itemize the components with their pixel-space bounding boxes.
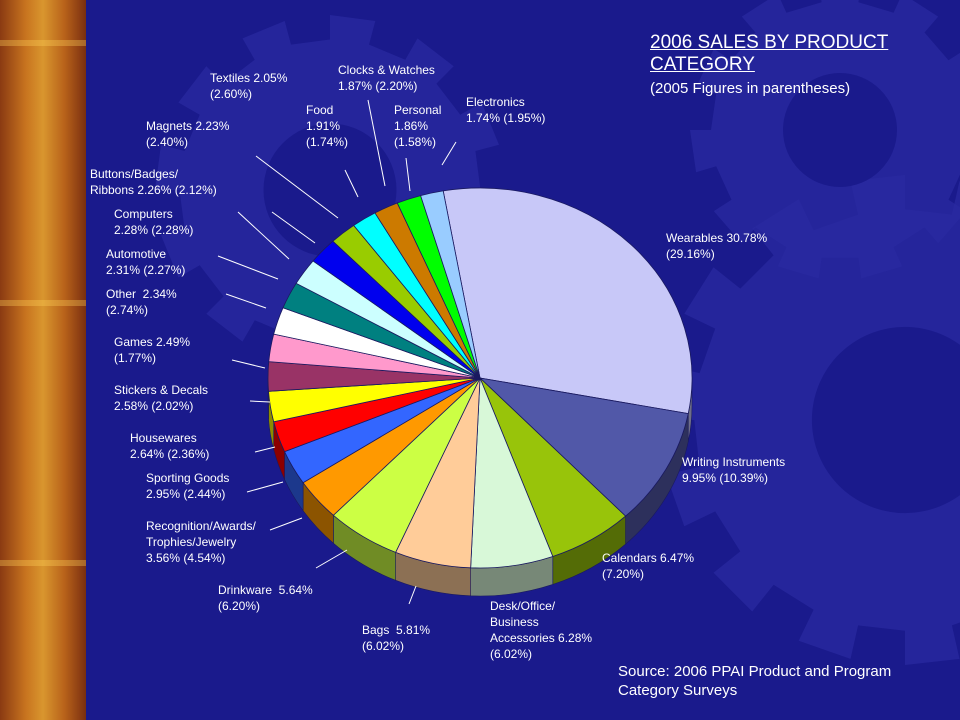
slice-label: Automotive 2.31% (2.27%) xyxy=(106,247,186,277)
leader-line xyxy=(225,293,267,309)
slice-label: Electronics 1.74% (1.95%) xyxy=(466,95,546,125)
leader-line xyxy=(269,517,303,531)
slice-label: Sporting Goods 2.95% (2.44%) xyxy=(146,471,230,501)
chart-subtitle: (2005 Figures in parentheses) xyxy=(650,80,851,97)
leader-line xyxy=(249,400,271,403)
slice-label: Textiles 2.05% (2.60%) xyxy=(210,71,288,101)
slice-label: Other 2.34% (2.74%) xyxy=(106,287,177,317)
slice-label: Drinkware 5.64% (6.20%) xyxy=(218,583,313,613)
slice-label: Games 2.49% (1.77%) xyxy=(114,335,191,365)
leader-line xyxy=(315,549,348,569)
slice-label: Personal 1.86% (1.58%) xyxy=(394,103,442,149)
leader-line xyxy=(246,481,284,493)
slice-label: Stickers & Decals 2.58% (2.02%) xyxy=(114,383,209,413)
leader-line xyxy=(237,211,290,260)
side-stripe xyxy=(0,300,86,306)
chart-title: 2006 SALES BY PRODUCT CATEGORY xyxy=(650,32,960,76)
label-leader-lines xyxy=(217,99,457,605)
leader-line xyxy=(441,141,457,166)
slice-label: Food 1.91% (1.74%) xyxy=(306,103,349,149)
slice-label: Housewares 2.64% (2.36%) xyxy=(130,431,210,461)
slice-label: Writing Instruments 9.95% (10.39%) xyxy=(682,455,786,485)
gear-icon xyxy=(660,175,960,665)
slice-label: Bags 5.81% (6.02%) xyxy=(362,623,431,653)
pie-top-slices xyxy=(267,187,693,569)
chart-title-text: 2006 SALES BY PRODUCT CATEGORY xyxy=(650,32,889,75)
slice-label: Desk/Office/ Business Accessories 6.28% … xyxy=(490,599,593,661)
pie-slice xyxy=(442,187,693,415)
pie-slice xyxy=(478,377,689,517)
slice-label: Clocks & Watches 1.87% (2.20%) xyxy=(338,63,435,93)
leader-line xyxy=(405,157,411,192)
pie-slice xyxy=(420,190,481,379)
slice-label: Magnets 2.23% (2.40%) xyxy=(146,119,230,149)
slice-label: Wearables 30.78% (29.16%) xyxy=(666,231,768,261)
leader-line xyxy=(231,359,266,369)
slice-label: Calendars 6.47% (7.20%) xyxy=(602,551,695,581)
leader-line xyxy=(255,155,339,219)
leader-line xyxy=(271,211,316,244)
source-note: Source: 2006 PPAI Product and Program Ca… xyxy=(618,663,892,699)
background-gears xyxy=(155,0,960,665)
leader-line xyxy=(217,255,279,280)
slice-label: Buttons/Badges/ Ribbons 2.26% (2.12%) xyxy=(90,167,217,197)
side-stripe xyxy=(0,560,86,566)
leader-line xyxy=(254,446,276,453)
leader-line xyxy=(367,99,386,187)
slice-label: Recognition/Awards/ Trophies/Jewelry 3.5… xyxy=(146,519,256,565)
gear-icon-hub xyxy=(783,73,897,187)
slice-label: Computers 2.28% (2.28%) xyxy=(114,207,194,237)
side-stripe xyxy=(0,40,86,46)
gear-icon-hub xyxy=(811,326,960,514)
leader-line xyxy=(408,585,417,605)
leader-line xyxy=(344,169,359,198)
decorative-side-bar xyxy=(0,0,86,720)
